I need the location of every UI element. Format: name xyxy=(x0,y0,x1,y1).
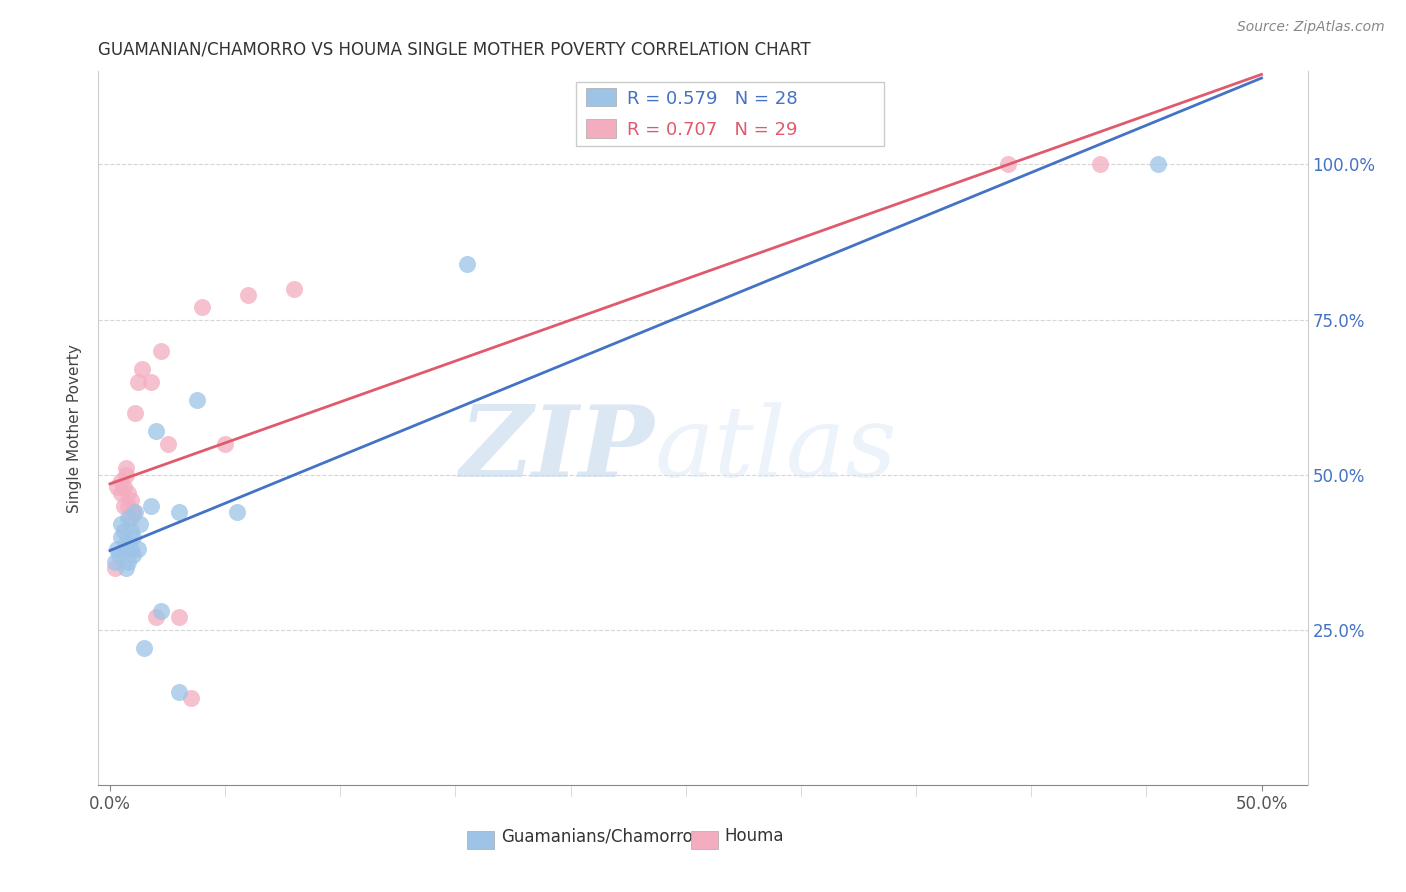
Point xyxy=(214,436,236,450)
Point xyxy=(105,542,128,557)
Point xyxy=(115,536,138,550)
FancyBboxPatch shape xyxy=(467,831,494,849)
Point xyxy=(180,691,202,706)
Point xyxy=(122,530,145,544)
FancyBboxPatch shape xyxy=(586,87,616,106)
Y-axis label: Single Mother Poverty: Single Mother Poverty xyxy=(67,343,83,513)
Point xyxy=(117,499,139,513)
Point xyxy=(1090,157,1112,171)
FancyBboxPatch shape xyxy=(576,82,884,146)
Point xyxy=(112,542,135,557)
Text: Houma: Houma xyxy=(724,828,785,846)
Point xyxy=(149,604,172,618)
Point xyxy=(149,343,172,358)
FancyBboxPatch shape xyxy=(586,120,616,137)
Point xyxy=(122,549,145,563)
Point xyxy=(145,424,167,438)
Point xyxy=(236,287,259,301)
Text: Guamanians/Chamorros: Guamanians/Chamorros xyxy=(501,828,702,846)
Text: Source: ZipAtlas.com: Source: ZipAtlas.com xyxy=(1237,20,1385,34)
Point xyxy=(105,480,128,494)
Point xyxy=(120,492,142,507)
Point xyxy=(112,480,135,494)
Point xyxy=(117,555,139,569)
Text: GUAMANIAN/CHAMORRO VS HOUMA SINGLE MOTHER POVERTY CORRELATION CHART: GUAMANIAN/CHAMORRO VS HOUMA SINGLE MOTHE… xyxy=(98,41,811,59)
Point xyxy=(108,549,131,563)
Point xyxy=(167,505,190,519)
Point xyxy=(124,406,146,420)
Point xyxy=(127,375,149,389)
Point xyxy=(110,517,132,532)
Point xyxy=(134,641,156,656)
Point xyxy=(122,505,145,519)
Point xyxy=(103,555,125,569)
Point xyxy=(115,561,138,575)
Text: ZIP: ZIP xyxy=(460,401,655,498)
Point xyxy=(110,474,132,488)
Point xyxy=(167,685,190,699)
Point xyxy=(186,393,208,408)
Point xyxy=(124,505,146,519)
Point xyxy=(225,505,247,519)
Point xyxy=(141,375,163,389)
Point xyxy=(997,157,1019,171)
Text: R = 0.579   N = 28: R = 0.579 N = 28 xyxy=(627,90,797,108)
Point xyxy=(167,610,190,624)
Point xyxy=(128,517,150,532)
Point xyxy=(120,542,142,557)
FancyBboxPatch shape xyxy=(690,831,717,849)
Point xyxy=(115,467,138,482)
Point xyxy=(131,362,153,376)
Point xyxy=(141,499,163,513)
Point xyxy=(283,281,305,295)
Point xyxy=(145,610,167,624)
Point xyxy=(191,300,214,314)
Point xyxy=(120,511,142,525)
Point xyxy=(112,499,135,513)
Point xyxy=(110,530,132,544)
Point xyxy=(117,486,139,500)
Point xyxy=(156,436,179,450)
Point xyxy=(456,257,478,271)
Point xyxy=(115,461,138,475)
Text: R = 0.707   N = 29: R = 0.707 N = 29 xyxy=(627,120,797,138)
Point xyxy=(103,561,125,575)
Point xyxy=(117,511,139,525)
Point xyxy=(1147,157,1170,171)
Point xyxy=(122,505,145,519)
Point xyxy=(120,524,142,538)
Text: atlas: atlas xyxy=(655,402,897,497)
Point xyxy=(110,486,132,500)
Point xyxy=(112,524,135,538)
Point xyxy=(127,542,149,557)
